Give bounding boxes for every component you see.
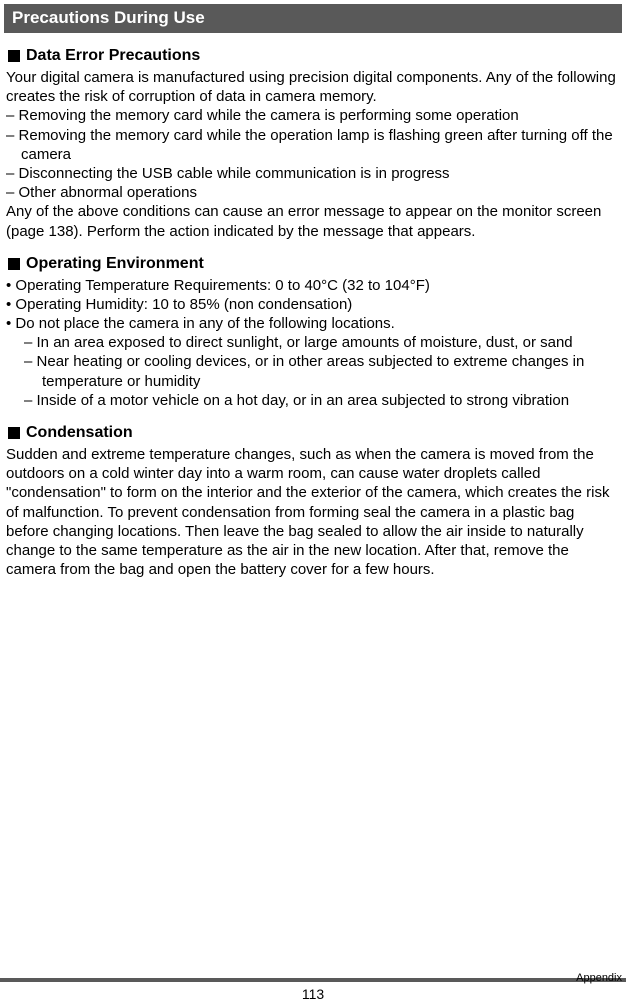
page-container: Precautions During Use Data Error Precau…: [0, 0, 626, 1008]
data-error-outro: Any of the above conditions can cause an…: [4, 202, 622, 240]
footer-row: 113: [0, 982, 626, 1008]
square-icon: [8, 50, 20, 62]
data-error-list: Removing the memory card while the camer…: [4, 106, 622, 202]
square-icon: [8, 258, 20, 270]
list-item: Removing the memory card while the opera…: [6, 126, 620, 164]
data-error-intro: Your digital camera is manufactured usin…: [4, 68, 622, 106]
operating-env-sublist: In an area exposed to direct sunlight, o…: [4, 333, 622, 410]
list-item: Inside of a motor vehicle on a hot day, …: [24, 391, 622, 410]
condensation-text: Sudden and extreme temperature changes, …: [4, 445, 622, 579]
subheading-operating-env: Operating Environment: [8, 255, 622, 273]
page-footer: Appendix 113: [0, 978, 626, 1008]
subheading-condensation: Condensation: [8, 424, 622, 442]
list-item: Other abnormal operations: [6, 183, 620, 202]
list-item: Do not place the camera in any of the fo…: [6, 314, 620, 333]
list-item: Near heating or cooling devices, or in o…: [24, 352, 622, 390]
list-item: Disconnecting the USB cable while commun…: [6, 164, 620, 183]
operating-env-list: Operating Temperature Requirements: 0 to…: [4, 276, 622, 334]
list-item: Operating Humidity: 10 to 85% (non conde…: [6, 295, 620, 314]
subheading-data-error: Data Error Precautions: [8, 47, 622, 65]
section-title: Precautions During Use: [4, 4, 622, 33]
subheading-label: Data Error Precautions: [26, 47, 200, 65]
list-item: Removing the memory card while the camer…: [6, 106, 620, 125]
square-icon: [8, 427, 20, 439]
subheading-label: Operating Environment: [26, 255, 204, 273]
subheading-label: Condensation: [26, 424, 133, 442]
page-number: 113: [302, 986, 324, 1002]
list-item: In an area exposed to direct sunlight, o…: [24, 333, 622, 352]
list-item: Operating Temperature Requirements: 0 to…: [6, 276, 620, 295]
